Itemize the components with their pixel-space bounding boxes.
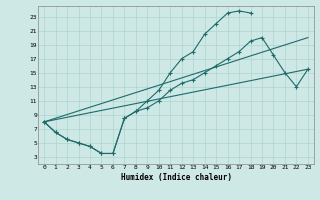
X-axis label: Humidex (Indice chaleur): Humidex (Indice chaleur) [121, 173, 231, 182]
